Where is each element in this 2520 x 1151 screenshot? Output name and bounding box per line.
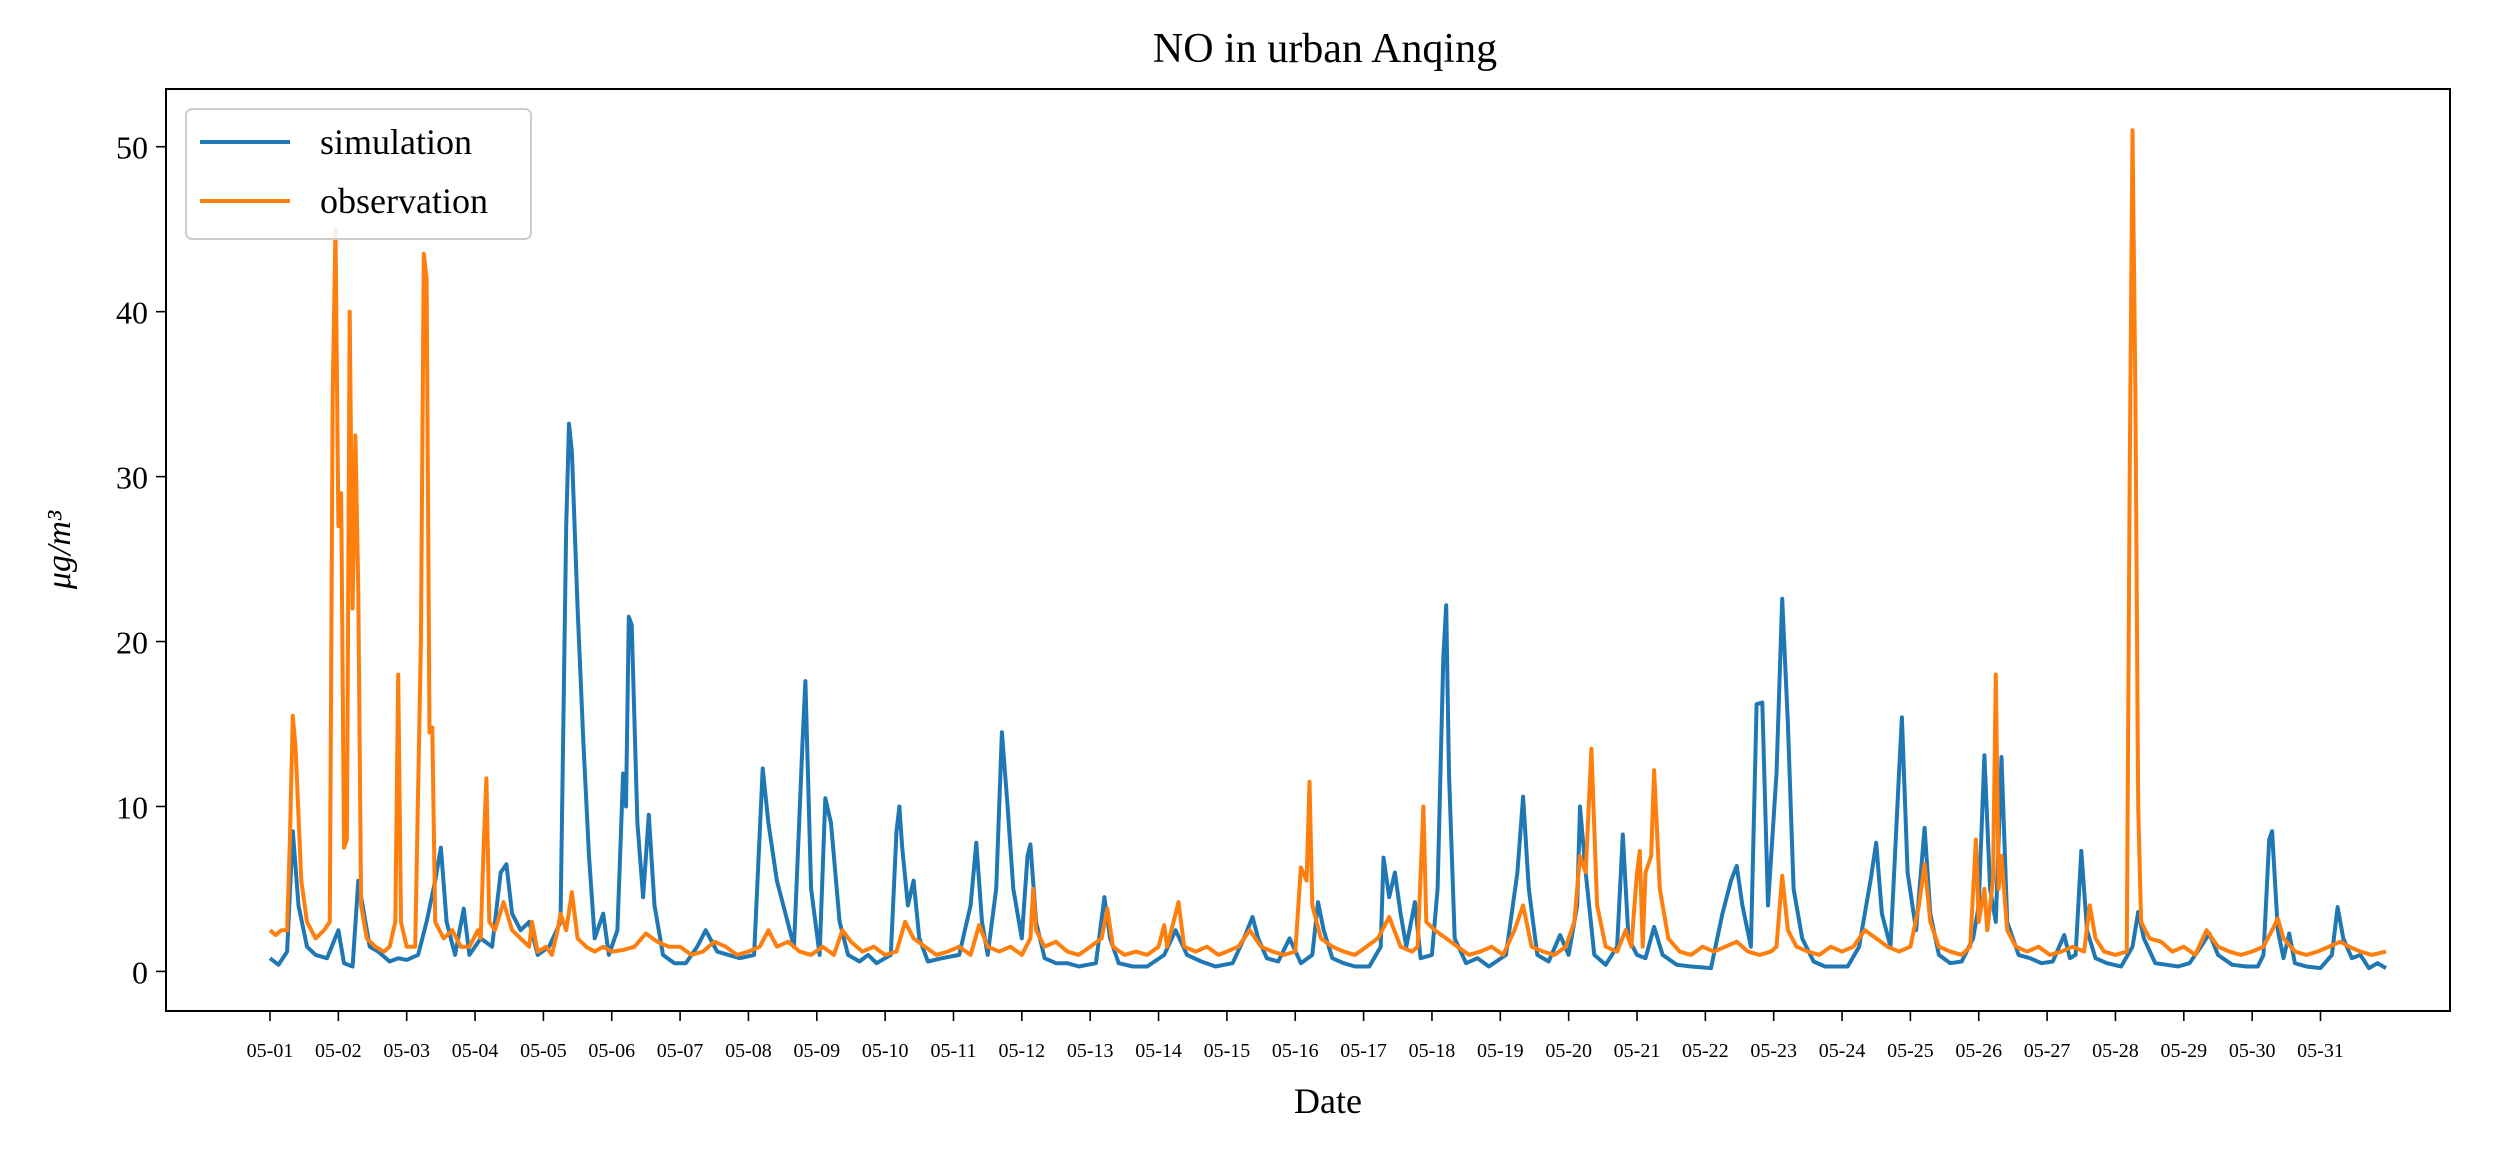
- x-tick-label: 05-12: [999, 1040, 1046, 1062]
- y-tick-label: 30: [116, 460, 148, 496]
- x-tick-label: 05-25: [1887, 1040, 1934, 1062]
- x-tick-label: 05-26: [1955, 1040, 2002, 1062]
- x-tick-label: 05-10: [862, 1040, 909, 1062]
- x-axis-label: Date: [1294, 1081, 1362, 1121]
- y-tick-label: 20: [116, 625, 148, 661]
- x-tick-label: 05-06: [588, 1040, 635, 1062]
- x-tick-label: 05-08: [725, 1040, 772, 1062]
- x-tick-label: 05-30: [2229, 1040, 2276, 1062]
- x-tick-label: 05-15: [1204, 1040, 1251, 1062]
- series-line-simulation: [268, 421, 2387, 971]
- series-layer: [268, 128, 2387, 971]
- chart-title: NO in urban Anqing: [1153, 26, 1497, 72]
- legend-label-simulation: simulation: [320, 122, 472, 162]
- x-tick-label: 05-13: [1067, 1040, 1114, 1062]
- x-tick-label: 05-23: [1750, 1040, 1797, 1062]
- plot-frame: [165, 88, 2451, 1012]
- y-tick-label: 10: [116, 789, 148, 825]
- x-tick-label: 05-31: [2297, 1040, 2344, 1062]
- x-tick-label: 05-21: [1614, 1040, 1661, 1062]
- x-tick-label: 05-11: [931, 1040, 977, 1062]
- x-tick-label: 05-14: [1135, 1040, 1182, 1062]
- x-tick-label: 05-03: [383, 1040, 430, 1062]
- y-axis-label: μg/m³: [41, 510, 78, 590]
- x-tick-label: 05-19: [1477, 1040, 1524, 1062]
- x-tick-label: 05-24: [1819, 1040, 1866, 1062]
- x-tick-label: 05-18: [1409, 1040, 1456, 1062]
- x-tick-label: 05-01: [247, 1040, 294, 1062]
- x-tick-label: 05-29: [2160, 1040, 2207, 1062]
- y-tick-label: 0: [132, 954, 148, 990]
- legend: simulation observation: [185, 108, 532, 240]
- x-tick-label: 05-16: [1272, 1040, 1319, 1062]
- x-tick-label: 05-07: [657, 1040, 704, 1062]
- x-tick-label: 05-09: [793, 1040, 840, 1062]
- legend-label-observation: observation: [320, 181, 488, 221]
- y-axis: 0 10 20 30 40 50: [116, 130, 166, 990]
- y-tick-label: 40: [116, 295, 148, 331]
- x-tick-label: 05-17: [1340, 1040, 1387, 1062]
- y-tick-label: 50: [116, 130, 148, 166]
- x-tick-label: 05-27: [2024, 1040, 2071, 1062]
- x-tick-label: 05-05: [520, 1040, 567, 1062]
- x-tick-label: 05-22: [1682, 1040, 1729, 1062]
- x-tick-label: 05-20: [1545, 1040, 1592, 1062]
- series-line-observation: [268, 128, 2387, 957]
- x-tick-label: 05-04: [452, 1040, 499, 1062]
- x-axis: 05-01 05-02 05-03 05-04 05-05 05-06 05-07 05-08…: [247, 1011, 2344, 1062]
- x-tick-label: 05-28: [2092, 1040, 2139, 1062]
- x-tick-label: 05-02: [315, 1040, 362, 1062]
